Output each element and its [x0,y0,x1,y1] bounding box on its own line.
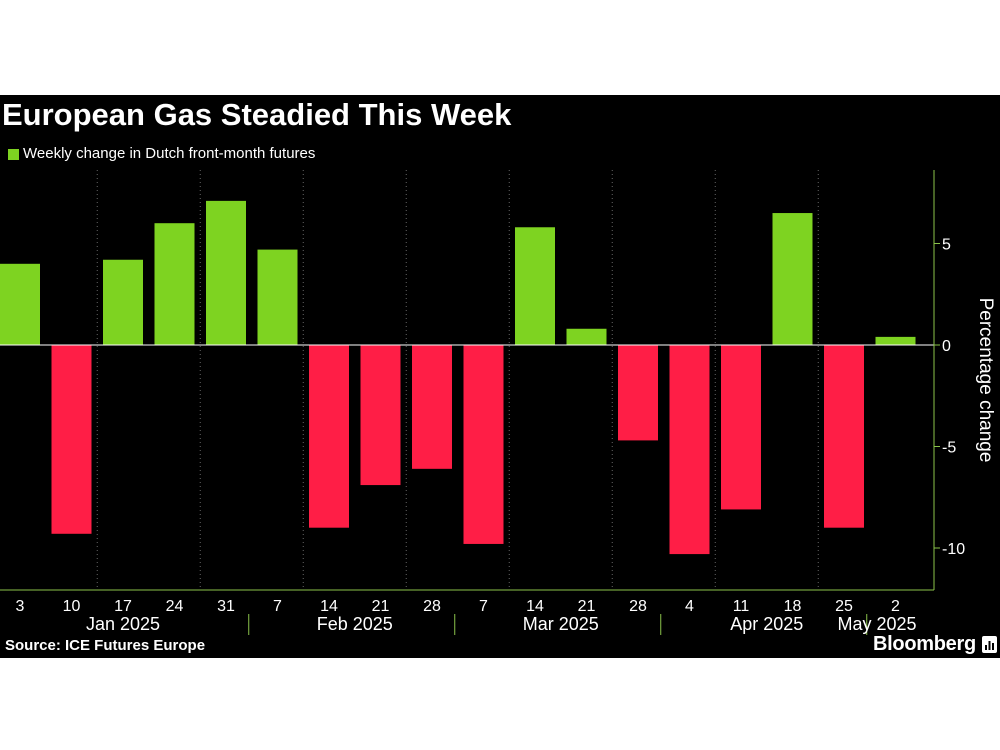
legend-label: Weekly change in Dutch front-month futur… [23,145,316,162]
bar [309,345,349,528]
bar [463,345,504,544]
bar [206,200,246,345]
bar [618,345,658,441]
y-axis-title: Percentage change [975,298,996,463]
bar [51,345,92,534]
bar [103,259,143,345]
bar [360,345,401,486]
x-tick-label: 4 [685,598,694,615]
x-tick-label: 17 [114,598,132,615]
month-label: Jan 2025 [86,614,160,634]
x-tick-label: 7 [273,598,282,615]
x-tick-label: 21 [372,598,390,615]
brand-logo: Bloomberg [873,633,976,655]
legend-swatch [8,148,19,160]
x-tick-label: 18 [784,598,802,615]
x-tick-label: 28 [629,598,647,615]
bar [669,345,710,555]
month-label: Apr 2025 [730,614,803,634]
bar [515,227,555,345]
y-tick-label: 0 [942,338,951,355]
x-tick-label: 21 [578,598,596,615]
x-tick-label: 3 [16,598,25,615]
bar [772,213,813,345]
bar [875,336,916,345]
bloomberg-chart-icon [982,636,997,653]
bar [824,345,864,528]
bar [721,345,761,510]
legend: Weekly change in Dutch front-month futur… [8,145,315,163]
x-tick-label: 14 [320,598,338,615]
chart-title: European Gas Steadied This Week [2,97,512,132]
month-label: Feb 2025 [317,614,393,634]
month-label: Mar 2025 [523,614,599,634]
x-tick-label: 28 [423,598,441,615]
x-tick-label: 10 [63,598,81,615]
y-tick-label: -5 [942,440,956,457]
source-note: Source: ICE Futures Europe [5,637,206,654]
x-tick-label: 25 [835,598,853,615]
bar [0,263,40,345]
x-tick-label: 24 [166,598,184,615]
x-tick-label: 14 [526,598,544,615]
bar [257,249,298,345]
x-tick-label: 7 [479,598,488,615]
y-tick-label: 5 [942,237,951,254]
y-tick-label: -10 [942,541,965,558]
bar [412,345,452,469]
month-label: May 2025 [837,614,916,634]
bar [566,328,607,345]
bar [154,223,195,345]
x-tick-label: 2 [891,598,900,615]
x-tick-label: 11 [733,598,750,615]
x-tick-label: 31 [217,598,235,615]
chart-panel: European Gas Steadied This Week Weekly c… [0,95,1000,658]
